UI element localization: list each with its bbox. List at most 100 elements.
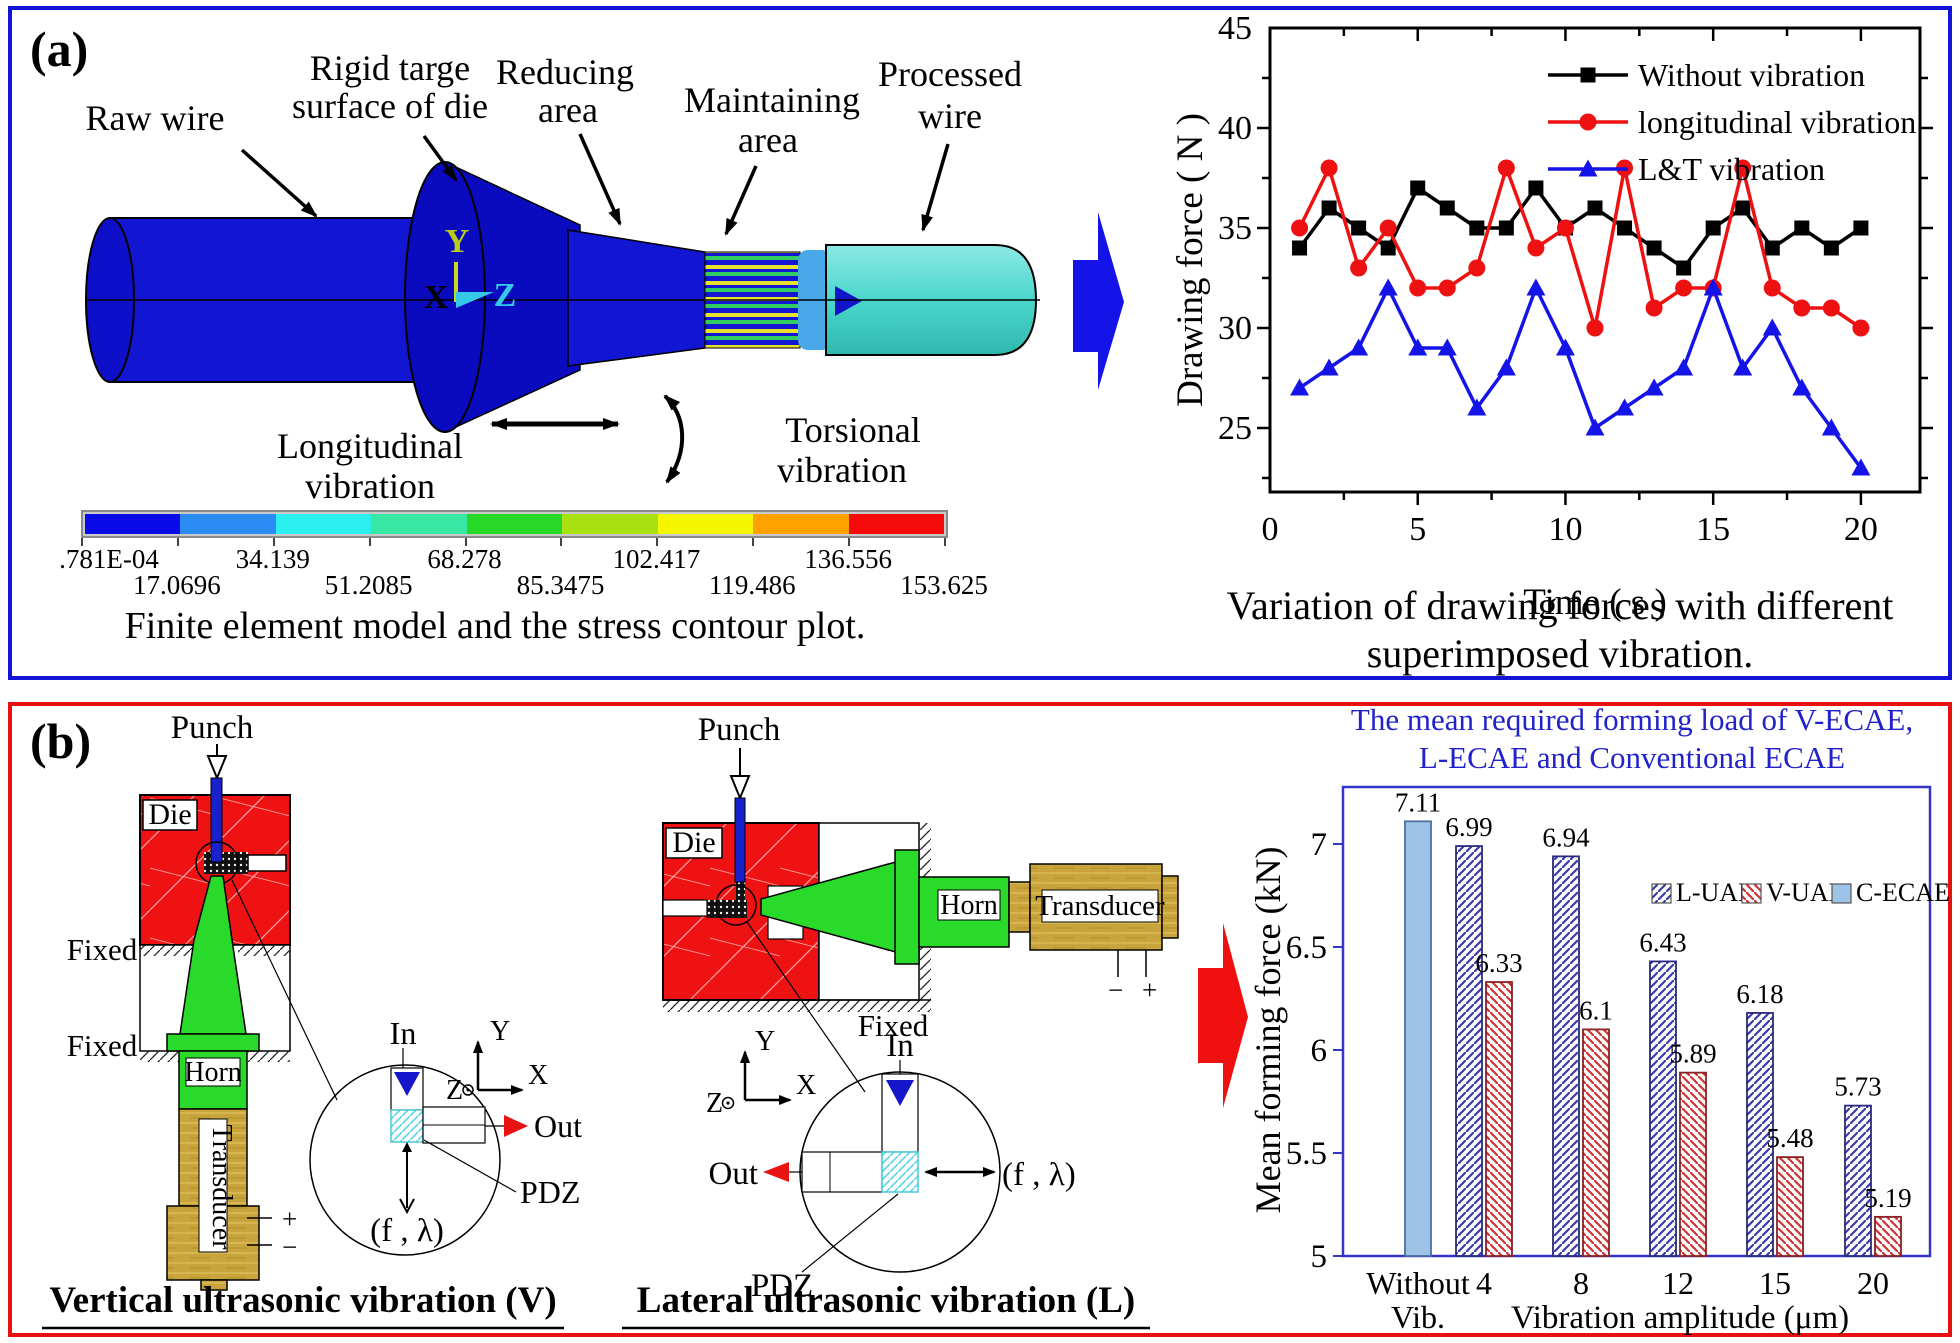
bar-c-ecae-without-vib- [1404, 820, 1432, 1257]
bar-l-uae-12 [1649, 960, 1677, 1257]
bar-chart-title-1: L-ECAE and Conventional ECAE [1419, 740, 1845, 775]
line-chart-caption-2: superimposed vibration. [1366, 631, 1754, 676]
torsional-label-1: Torsional [785, 410, 920, 450]
colorbar-segment-7 [753, 514, 849, 534]
bar-value-label: 6.1 [1579, 995, 1613, 1025]
in-label-l: In [886, 1028, 914, 1064]
axis-y-label: Y [445, 223, 470, 260]
y-axis-title: Mean forming force (kN) [1250, 847, 1288, 1214]
colorbar-segment-3 [371, 514, 467, 534]
x-tick-label: 20 [1857, 1265, 1889, 1301]
x-tick-label: 5 [1409, 511, 1426, 548]
x-tick-label: 12 [1662, 1265, 1694, 1301]
colorbar-tick-mark [464, 538, 467, 546]
torsional-label-2: vibration [777, 450, 907, 490]
y-tick-label: 5 [1311, 1239, 1328, 1275]
y-tick-label: 35 [1218, 210, 1252, 247]
longitudinal-label-1: Longitudinal [277, 426, 463, 466]
bar-chart-title-0: The mean required forming load of V-ECAE… [1351, 702, 1913, 737]
bar-v-uae-8 [1582, 1028, 1610, 1257]
colorbar-tick-label: 102.417 [612, 544, 701, 574]
plus-terminal-l: + [1142, 975, 1157, 1005]
out-arrow-icon [504, 1115, 528, 1137]
legend-swatch-c-ecae [1831, 883, 1852, 904]
x-tick-label: 15 [1696, 511, 1730, 548]
colorbar-tick-mark [368, 538, 371, 546]
axis-x-label: X [424, 279, 449, 316]
reducing-cone [567, 229, 706, 367]
x-tick-label: 20 [1844, 511, 1878, 548]
longitudinal-label-2: vibration [305, 466, 435, 506]
raw-wire-label: Raw wire [86, 98, 225, 138]
v-caption: Vertical ultrasonic vibration (V) [49, 1280, 556, 1321]
processed-label-2: wire [918, 96, 982, 136]
y-tick-label: 40 [1218, 110, 1252, 147]
legend-label-l-uae: L-UAE [1676, 878, 1754, 907]
reducing-label-1: Reducing [496, 52, 634, 92]
fixed-label-1: Fixed [67, 932, 138, 967]
x-tick-label: Vib. [1391, 1299, 1445, 1335]
colorbar-tick-mark [656, 538, 659, 546]
y-tick-label: 25 [1218, 410, 1252, 447]
model-caption: Finite element model and the stress cont… [124, 605, 866, 647]
x-tick-label: Without [1366, 1265, 1470, 1301]
y-tick-label: 7 [1311, 827, 1328, 863]
bar-v-uae-12 [1679, 1071, 1707, 1257]
pdz-label: PDZ [520, 1174, 580, 1210]
lateral-vibration-diagram: Punch Die Fixed Horn Transducer − + [622, 712, 1179, 1330]
bar-value-label: 6.99 [1445, 812, 1492, 842]
colorbar-tick-mark [752, 538, 755, 546]
colorbar-tick-label: 136.556 [804, 544, 892, 574]
panel-b-tag: (b) [30, 713, 92, 769]
bar-l-uae-4 [1455, 845, 1483, 1257]
maintaining-label-2: area [738, 120, 798, 160]
model-axes-triad: Y X Z [424, 223, 517, 316]
die-label-l: Die [672, 826, 715, 859]
colorbar-segment-8 [848, 514, 944, 534]
model-annotations: Raw wire Rigid targe surface of die Redu… [86, 48, 1022, 506]
legend-label-0: Without vibration [1638, 57, 1865, 93]
f-lambda-label-l: (f , λ) [1002, 1157, 1076, 1193]
bar-value-label: 6.33 [1475, 948, 1522, 978]
rigid-target-label-1: Rigid targe [310, 48, 470, 88]
colorbar-segment-4 [466, 514, 563, 534]
pdz-zone-l [881, 1151, 919, 1193]
legend-label-c-ecae: C-ECAE [1856, 878, 1950, 907]
minus-terminal: − [282, 1232, 297, 1262]
legend-swatch-v-uae [1741, 883, 1762, 904]
bar-value-label: 6.94 [1542, 822, 1590, 852]
y-axis-title: Drawing force ( N ) [1170, 113, 1211, 407]
colorbar-tick-mark [944, 538, 946, 546]
flow-marker [835, 286, 862, 316]
legend-swatch-l-uae [1651, 883, 1672, 904]
colorbar-tick-label: 153.625 [900, 570, 988, 600]
minus-terminal-l: − [1108, 975, 1123, 1005]
pdz-label-l: PDZ [751, 1268, 813, 1304]
y-tick-label: 6 [1311, 1033, 1328, 1069]
magnifier-source-circle-l [715, 884, 757, 926]
y-tick-label: 30 [1218, 310, 1252, 347]
forming-force-bar-chart: The mean required forming load of V-ECAE… [1250, 702, 1950, 1336]
bar-value-label: 7.11 [1395, 787, 1441, 817]
bar-v-uae-20 [1874, 1215, 1902, 1257]
in-arrow-icon [394, 1072, 420, 1096]
x-tick-label: 15 [1759, 1265, 1791, 1301]
bar-l-uae-8 [1552, 855, 1580, 1257]
inset-axis-y: Y [490, 1016, 510, 1047]
bar-v-uae-4 [1485, 981, 1513, 1257]
colorbar-segment-1 [180, 514, 276, 534]
flow-arrow-blue [1073, 212, 1124, 390]
stress-colorbar-ticks: .781E-04 17.0696 34.139 51.2085 68.278 85.347… [59, 538, 988, 600]
inset-axis-y-l: Y [755, 1026, 775, 1057]
bar-value-label: 5.73 [1834, 1072, 1881, 1102]
pdz-inset-circle-v [309, 1064, 501, 1256]
colorbar-tick-mark [176, 538, 179, 546]
bar-value-label: 6.43 [1639, 927, 1686, 957]
bar-value-label: 5.89 [1669, 1039, 1716, 1069]
annotation-arrows [240, 133, 950, 484]
l-caption: Lateral ultrasonic vibration (L) [637, 1280, 1135, 1321]
punch-rod-l [734, 797, 746, 883]
x-tick-label: 4 [1476, 1265, 1492, 1301]
out-label: Out [534, 1108, 582, 1144]
